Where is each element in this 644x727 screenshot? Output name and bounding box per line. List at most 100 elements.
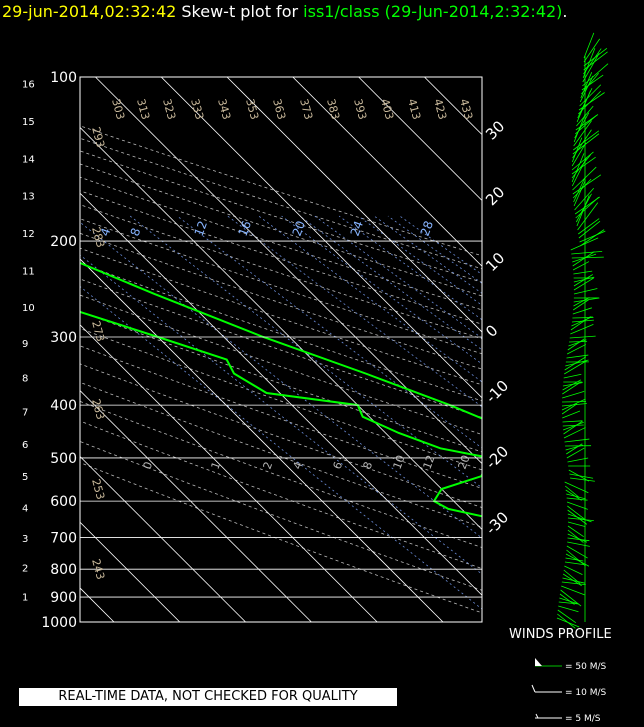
wind-barb [565,557,584,562]
wind-barb [567,521,586,528]
wind-barb [561,585,585,596]
dry-adiabat-line [80,400,482,548]
mixing-ratio-line [358,215,482,306]
mixing-ratio-label-lower: 0 [141,460,156,471]
dry-adiabat-line [80,190,482,325]
wind-barb [561,403,578,415]
mixing-ratio-line [227,215,482,408]
wind-barb [565,489,582,501]
wind-barb [556,617,580,628]
isotherm-line [226,77,482,333]
dry-adiabat-line [80,278,482,418]
wind-barb [573,288,598,295]
isotherm-line [95,77,482,465]
wind-barb [562,390,585,399]
wind-barb [566,497,588,501]
chart-title: 29-jun-2014,02:32:42 Skew-t plot for iss… [2,2,568,21]
wind-barb [564,485,580,498]
temperature-profile-line [80,261,482,420]
isotherm-line [80,126,482,530]
theta-label: 433 [457,97,475,121]
wind-barb [567,505,586,521]
dry-adiabat-line [80,137,482,270]
dry-adiabat-line [80,247,482,386]
wind-barb [583,32,595,59]
mixing-ratio-label: 16 [236,219,254,238]
wind-barb [573,277,594,291]
wind-legend-10: = 10 M/S [565,688,607,698]
wind-barb [566,545,588,559]
height-tick-label: 4 [22,503,28,514]
wind-barb [564,360,587,375]
dry-adiabat-line [80,232,482,370]
mixing-ratio-line [374,215,482,294]
height-tick-label: 3 [22,534,28,545]
wind-barb [563,373,582,379]
isotherm-line [292,77,482,267]
wind-barb [571,142,587,167]
mixing-ratio-line [399,215,482,275]
wind-barb [577,202,599,231]
isotherm-line [80,390,312,622]
isotherm-line [160,77,482,399]
temperature-tick-label-right: 20 [482,183,508,209]
height-tick-label: 6 [22,440,28,451]
wind-barb [580,72,593,99]
mixing-ratio-label-lower: 6 [331,460,346,471]
wind-barb [578,220,601,239]
theta-label: 363 [270,97,288,121]
winds-profile-label: WINDS PROFILE [509,627,612,642]
height-tick-label: 8 [22,374,28,385]
theta-label: 263 [89,397,107,421]
wind-barb [567,338,585,351]
theta-label: 403 [378,97,396,121]
wind-barb [562,410,581,419]
wind-barb [558,601,579,605]
height-tick-label: 10 [22,303,35,314]
pressure-tick-label: 500 [50,451,77,467]
wind-barb [571,156,596,175]
dry-adiabat-line [80,204,482,340]
wind-barb [562,420,583,423]
wind-barb [567,529,584,543]
wind-barb [566,344,587,355]
disclaimer-banner: REAL-TIME DATA, NOT CHECKED FOR QUALITY [19,688,397,706]
wind-barb [562,381,582,395]
wind-barb [560,589,582,607]
wind-legend-barb [535,713,539,719]
wind-barb [571,256,604,259]
dry-adiabat-line [80,345,482,489]
dry-adiabat-line [80,462,482,614]
wind-barb [564,356,587,371]
wind-barb [573,297,590,307]
mixing-ratio-label: 12 [192,219,210,238]
temperature-tick-label-right: -30 [482,508,512,538]
wind-barb [573,180,586,207]
theta-label: 283 [89,225,107,249]
wind-barb [559,597,578,605]
wind-barb [567,533,588,543]
wind-barb [579,75,594,103]
height-tick-label: 7 [22,407,28,418]
wind-barb [571,157,588,187]
dry-adiabat-line [80,163,482,297]
wind-barb [579,229,605,247]
height-tick-label: 14 [22,154,35,165]
dry-adiabat-line [80,294,482,435]
mixing-ratio-line [129,215,482,489]
dry-adiabat-line [80,218,482,355]
isotherm-line [358,77,482,201]
wind-barb [561,398,586,411]
theta-label: 353 [243,97,261,121]
isotherm-line [424,77,482,136]
wind-legend-50: = 50 M/S [565,662,607,672]
pressure-tick-label: 600 [50,494,77,510]
title-datetime: 29-jun-2014,02:32:42 [2,2,177,21]
wind-barb [562,577,586,584]
wind-barb [569,335,596,339]
wind-barb [566,549,586,567]
wind-barb [573,130,600,151]
wind-barb [571,137,583,163]
theta-label: 383 [324,97,342,121]
plot-frame [79,76,483,623]
